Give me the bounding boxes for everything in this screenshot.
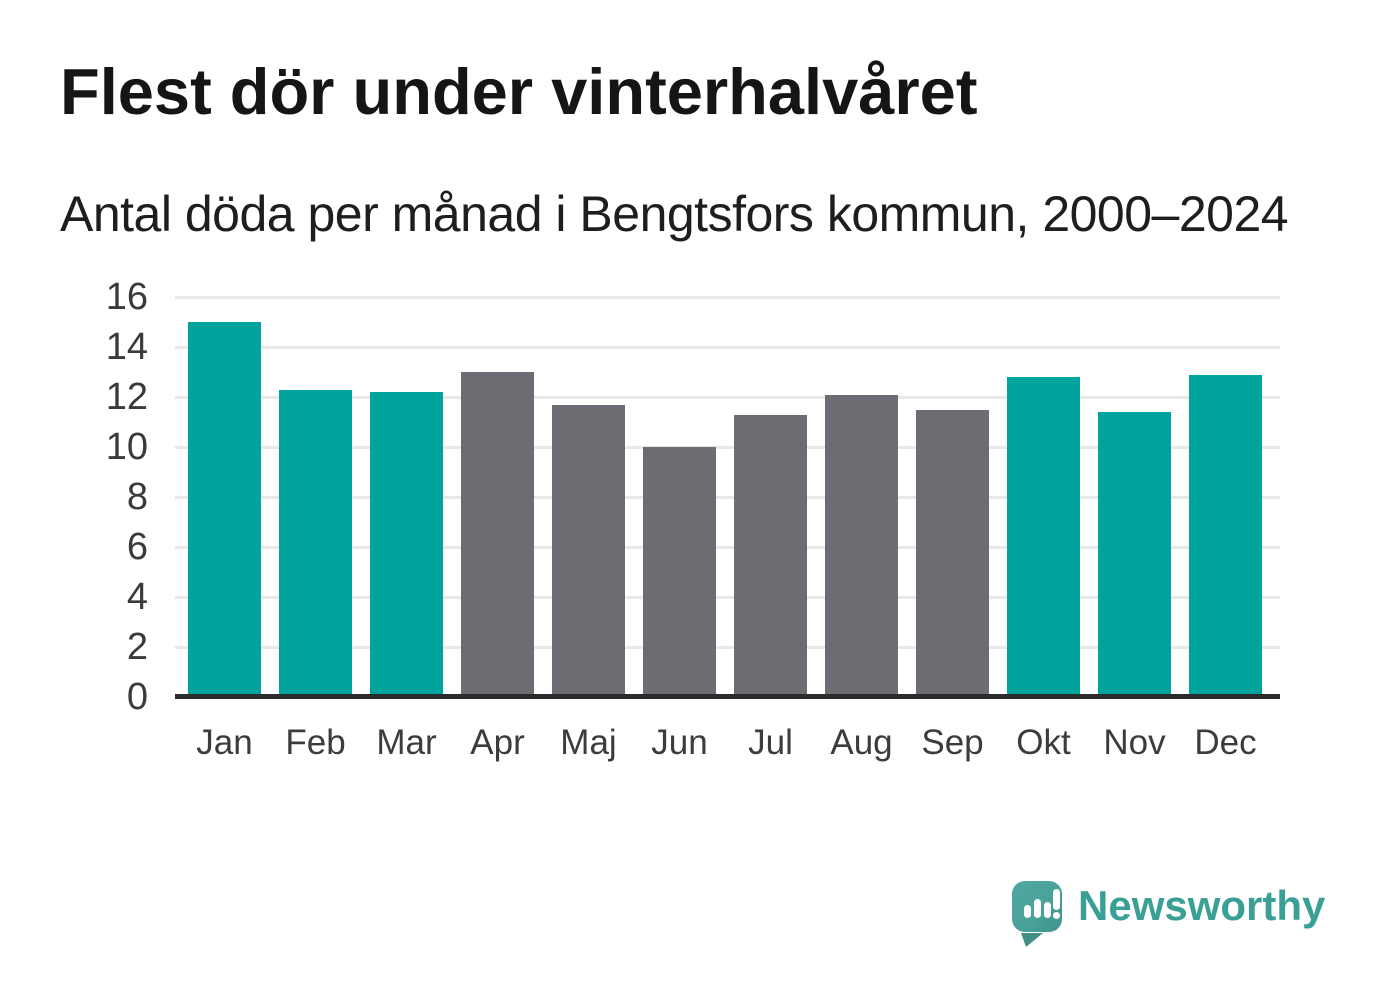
x-tick-label-maj: Maj [560, 723, 617, 762]
x-tick-label-okt: Okt [1016, 723, 1071, 762]
x-tick-label-aug: Aug [830, 723, 893, 762]
x-tick-label-nov: Nov [1103, 723, 1166, 762]
gridline-4 [175, 595, 1280, 599]
gridline-2 [175, 645, 1280, 649]
gridline-8 [175, 495, 1280, 499]
y-tick-label-2: 2 [126, 626, 148, 668]
bar-jul [734, 414, 807, 697]
x-tick-label-jul: Jul [748, 723, 793, 762]
gridline-12 [175, 395, 1280, 399]
logo-exclamation-icon [1053, 889, 1060, 910]
bar-aug [825, 394, 898, 697]
logo-bar-icon [1024, 905, 1031, 918]
chart-title: Flest dör under vinterhalvåret [60, 55, 978, 128]
bar-mar [370, 392, 443, 697]
bar-sep [916, 409, 989, 697]
y-tick-label-14: 14 [105, 326, 148, 368]
newsworthy-logo: Newsworthy [1012, 878, 1332, 948]
x-tick-label-feb: Feb [285, 723, 346, 762]
newsworthy-wordmark: Newsworthy [1078, 882, 1326, 929]
gridline-16 [175, 295, 1280, 299]
y-tick-label-8: 8 [126, 476, 148, 518]
bar-maj [552, 404, 625, 697]
x-tick-label-mar: Mar [376, 723, 437, 762]
gridline-14 [175, 345, 1280, 349]
bar-jun [643, 447, 716, 697]
bar-dec [1189, 374, 1262, 697]
bar-feb [279, 389, 352, 697]
bar-chart-plot-area [175, 295, 1280, 697]
chart-subtitle: Antal döda per månad i Bengtsfors kommun… [60, 186, 1289, 242]
y-tick-label-12: 12 [105, 376, 148, 418]
y-tick-label-6: 6 [126, 526, 148, 568]
x-axis-line [175, 694, 1280, 699]
x-tick-label-apr: Apr [470, 723, 525, 762]
logo-exclamation-dot-icon [1053, 912, 1060, 919]
gridline-6 [175, 545, 1280, 549]
bar-nov [1098, 412, 1171, 697]
y-tick-label-16: 16 [105, 276, 148, 318]
logo-bar-icon [1044, 902, 1051, 918]
x-tick-label-dec: Dec [1194, 723, 1257, 762]
bar-jan [188, 322, 261, 697]
y-tick-label-10: 10 [105, 426, 148, 468]
x-tick-label-sep: Sep [921, 723, 984, 762]
x-tick-label-jun: Jun [651, 723, 708, 762]
y-tick-label-0: 0 [126, 676, 148, 718]
newsworthy-bubble-icon [1012, 881, 1062, 947]
speech-bubble-tail [1021, 933, 1043, 947]
bar-apr [461, 372, 534, 697]
logo-bar-icon [1034, 899, 1041, 918]
x-tick-label-jan: Jan [196, 723, 253, 762]
gridline-10 [175, 445, 1280, 449]
bar-okt [1007, 377, 1080, 697]
y-tick-label-4: 4 [126, 576, 148, 618]
